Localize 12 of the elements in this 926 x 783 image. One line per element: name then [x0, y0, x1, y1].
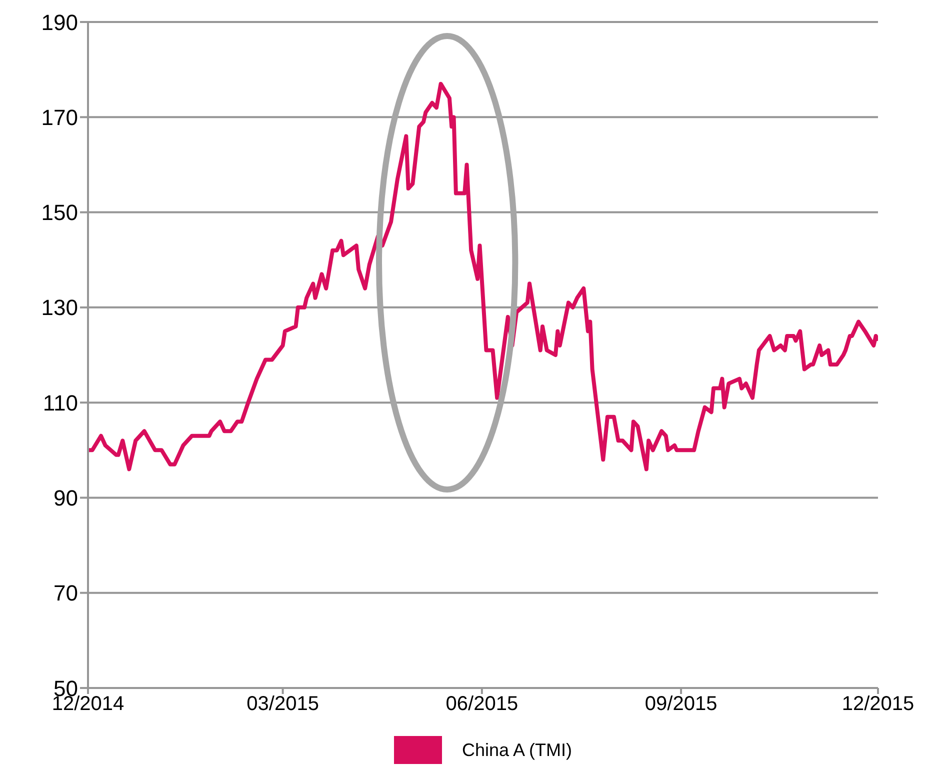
x-tick-label: 03/2015	[246, 693, 319, 716]
y-tick-label: 110	[42, 390, 78, 416]
y-tick-label: 190	[41, 10, 78, 35]
y-tick-label: 130	[41, 295, 78, 320]
y-tick-label: 170	[41, 104, 78, 130]
x-tick-label: 12/2015	[842, 693, 914, 716]
x-tick-label: 09/2015	[644, 693, 718, 716]
y-tick-label: 90	[54, 486, 78, 511]
y-tick-label: 70	[54, 580, 78, 606]
x-tick-label: 06/2015	[446, 693, 518, 716]
legend-label: China A (TMI)	[462, 740, 572, 760]
y-tick-label: 150	[41, 200, 78, 226]
